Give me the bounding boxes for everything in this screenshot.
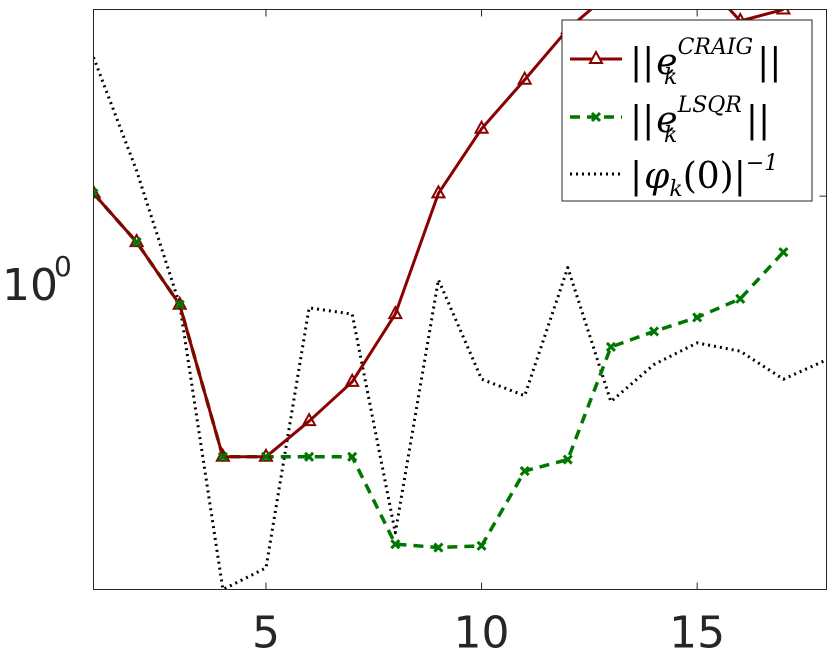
legend-craig-var: e [656, 42, 677, 83]
data-point-lsqr-3 [174, 299, 185, 310]
legend-craig-close: || [757, 42, 781, 83]
plot-area-frame [93, 9, 827, 590]
legend-lsqr-superscript: LSQR [677, 93, 742, 118]
y-tick-label-1: 10 0 [2, 250, 72, 311]
legend-marker-craig-triangle-icon [588, 49, 604, 64]
data-point-craig-6 [301, 412, 317, 427]
data-point-lsqr-17 [778, 247, 789, 258]
data-point-lsqr-5 [260, 451, 272, 462]
data-point-lsqr-11 [519, 465, 530, 477]
data-point-craig-7 [344, 372, 360, 387]
legend-box [561, 19, 813, 202]
x-tick-label-10: 10 [454, 608, 510, 659]
legend: ||eCRAIG || k ||eLSQR || k |φk(0)|−1 [561, 19, 813, 202]
y-tick-label-base: 10 [2, 260, 58, 311]
data-point-craig-10 [473, 119, 490, 134]
legend-lsqr-subscript: k [664, 123, 677, 148]
legend-entry-lsqr: ||eLSQR || k [570, 93, 770, 148]
legend-phi-superscript: −1 [746, 151, 778, 176]
data-point-lsqr-13 [605, 341, 616, 353]
data-point-lsqr-8 [390, 539, 401, 550]
legend-label-phi: |φk(0)|−1 [630, 151, 778, 202]
legend-phi-argument: (0)| [683, 156, 746, 197]
y-tick-label-exponent: 0 [54, 250, 72, 283]
data-point-lsqr-10 [476, 540, 487, 551]
x-tick-label-5: 5 [252, 608, 280, 659]
data-point-lsqr-6 [304, 451, 315, 462]
legend-lsqr-close: || [746, 100, 770, 141]
axis-ticks: 5 10 15 [93, 9, 827, 659]
legend-marker-lsqr-x-icon [590, 111, 602, 123]
legend-lsqr-var: e [656, 100, 677, 141]
data-point-lsqr-14 [648, 326, 660, 337]
legend-entry-phi: |φk(0)|−1 [570, 151, 778, 202]
data-point-lsqr-12 [562, 454, 573, 465]
legend-phi-open: | [630, 156, 642, 197]
legend-lsqr-open: || [630, 100, 654, 141]
data-point-craig-9 [430, 184, 447, 199]
legend-entry-craig: ||eCRAIG || k [570, 35, 781, 90]
data-point-lsqr-9 [433, 542, 444, 553]
legend-phi-subscript: k [669, 177, 682, 202]
legend-label-lsqr: ||eLSQR || [630, 93, 770, 141]
data-point-lsqr-2 [131, 237, 142, 248]
legend-craig-superscript: CRAIG [678, 35, 754, 60]
data-point-craig-17 [775, 9, 792, 15]
x-tick-label-15: 15 [669, 608, 725, 659]
legend-label-craig: ||eCRAIG || [630, 35, 781, 83]
data-point-lsqr-16 [735, 293, 746, 304]
legend-craig-open: || [630, 42, 654, 83]
legend-craig-subscript: k [664, 65, 677, 90]
data-point-lsqr-7 [347, 451, 358, 462]
data-point-lsqr-15 [692, 312, 703, 323]
data-point-craig-8 [387, 305, 404, 320]
legend-phi-var: φ [644, 156, 670, 197]
series-line-craig [93, 9, 784, 459]
data-point-lsqr-4 [217, 451, 228, 462]
data-point-craig-11 [516, 70, 533, 85]
